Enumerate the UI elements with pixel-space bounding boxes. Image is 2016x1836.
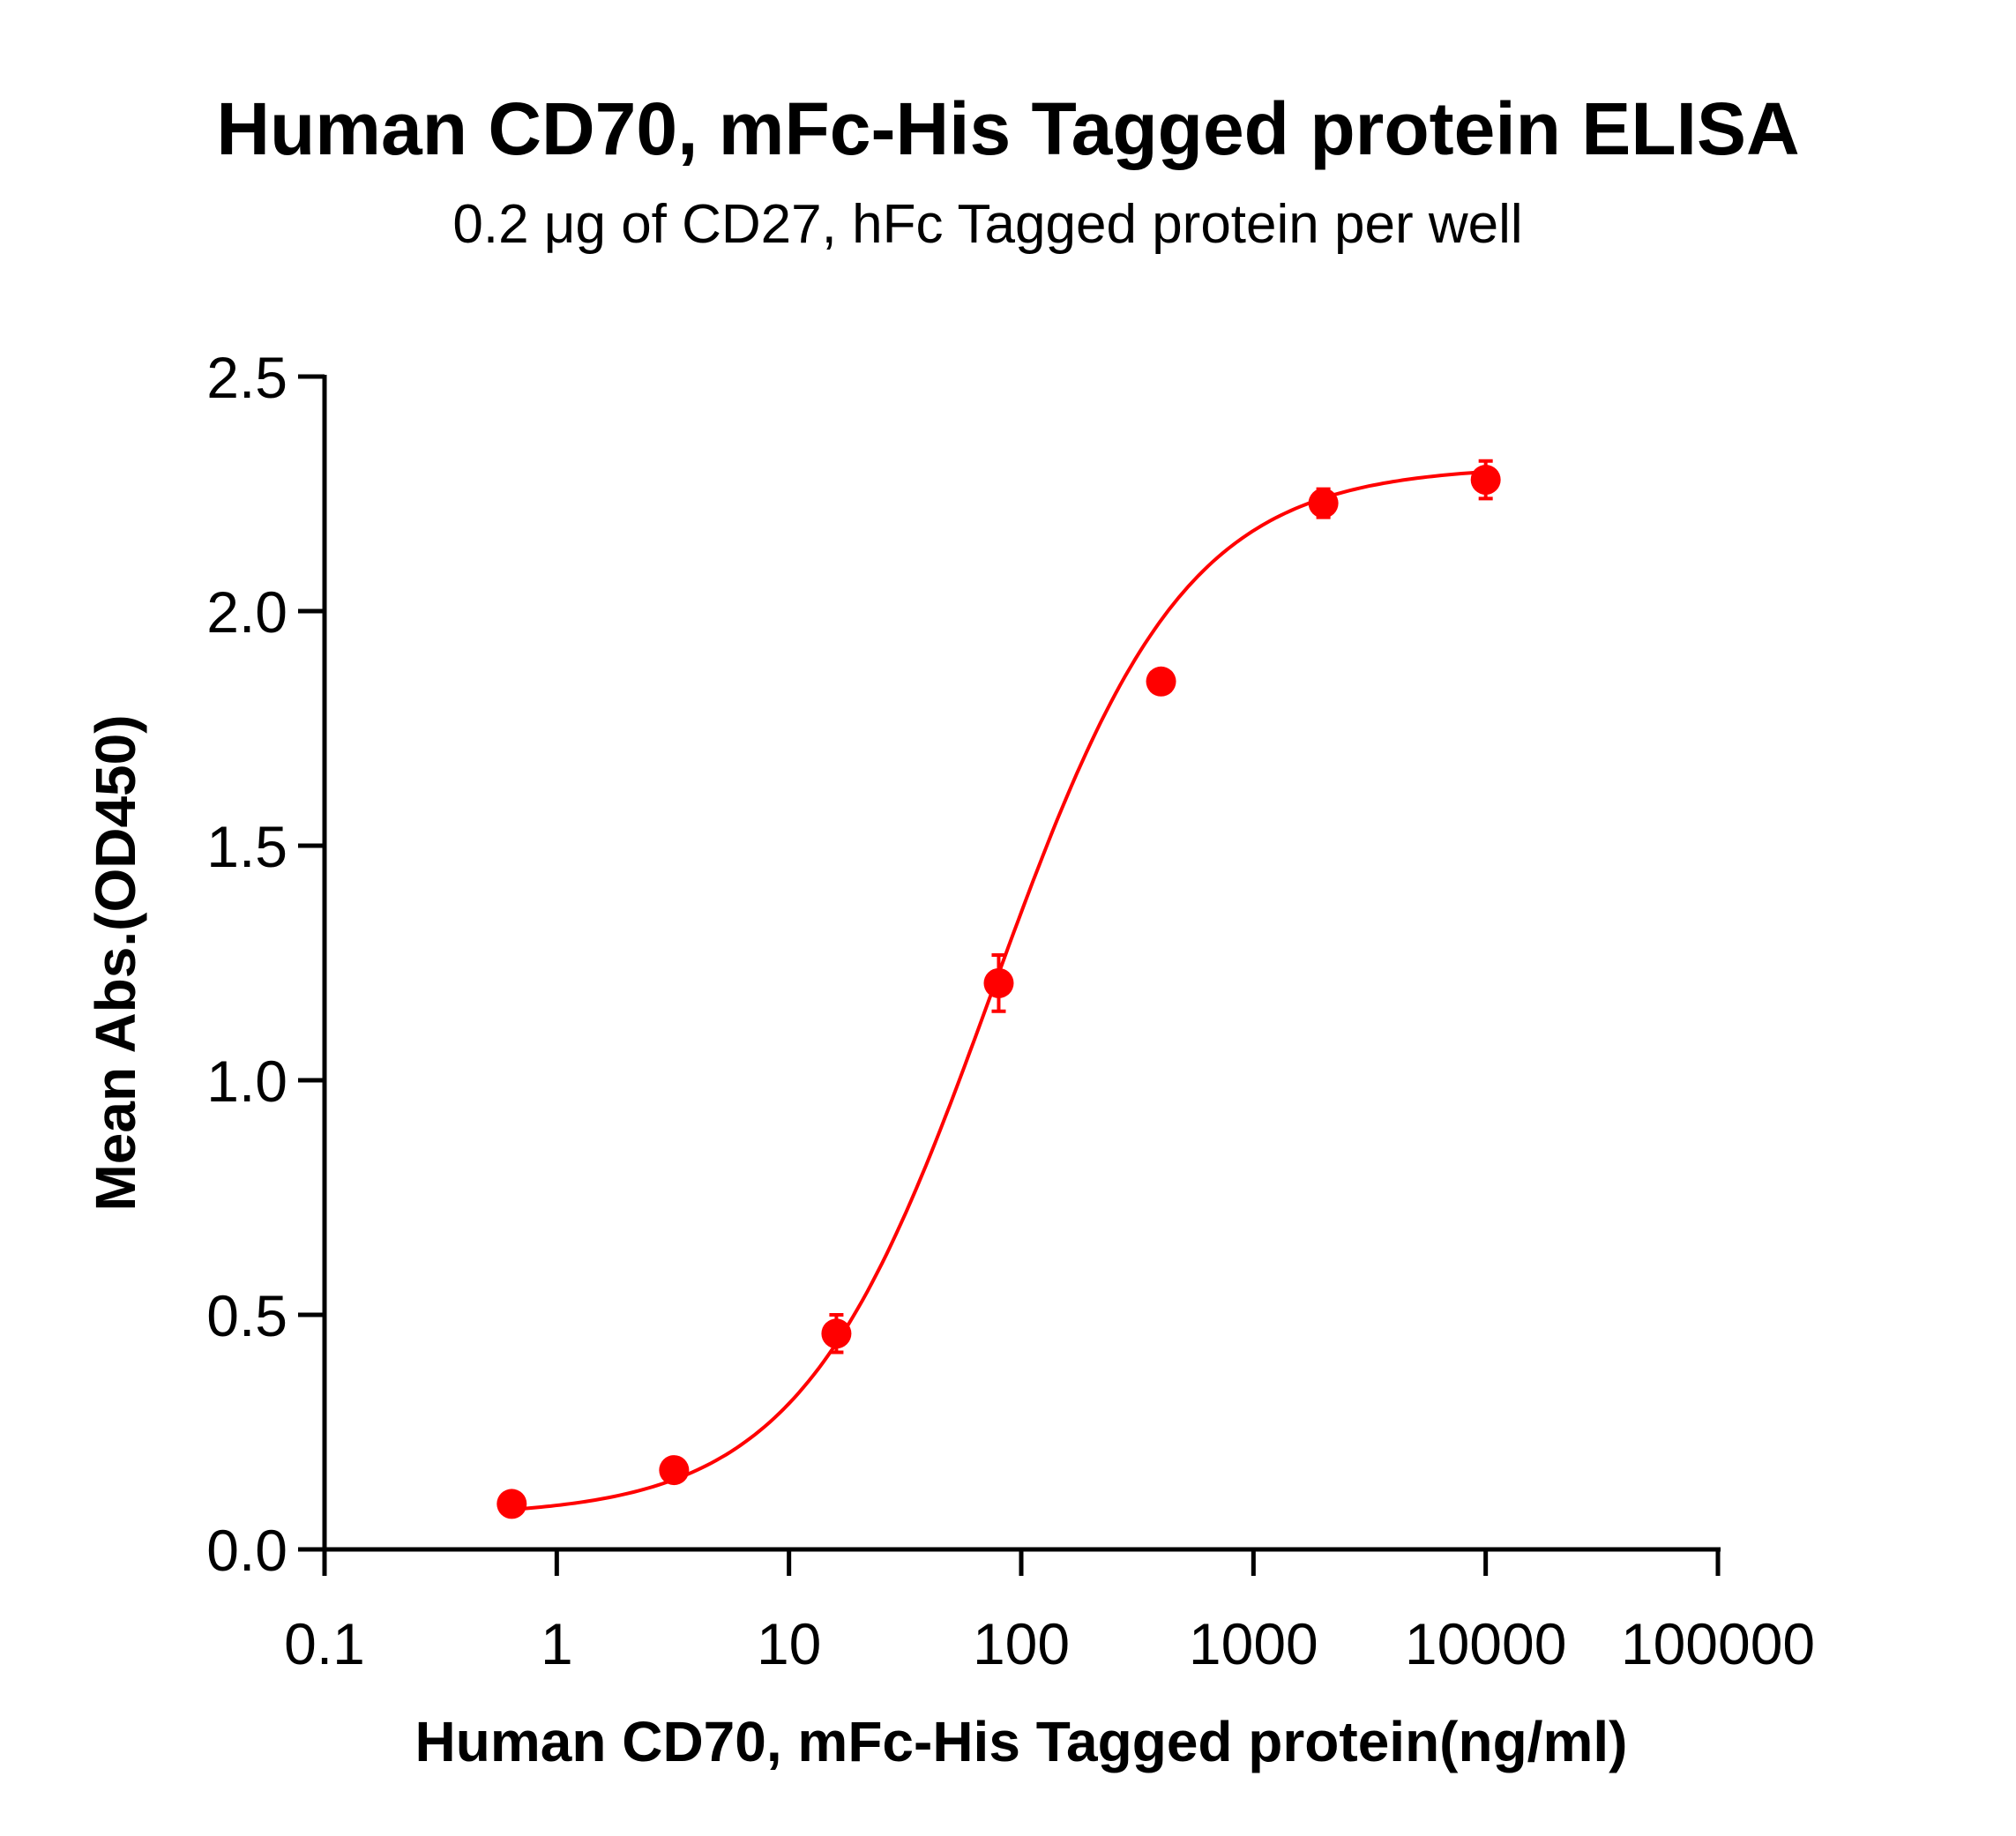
point-marker bbox=[821, 1318, 852, 1349]
point-marker bbox=[1146, 666, 1176, 697]
data-point bbox=[1146, 666, 1176, 697]
data-point bbox=[1308, 487, 1339, 519]
x-tick-label: 0.1 bbox=[284, 1611, 365, 1676]
y-tick-label: 2.0 bbox=[206, 579, 287, 645]
y-tick-label: 0.5 bbox=[206, 1283, 287, 1348]
data-points bbox=[497, 459, 1501, 1519]
data-point bbox=[497, 1489, 527, 1519]
axes bbox=[298, 374, 1721, 1576]
point-marker bbox=[983, 967, 1014, 998]
y-tick-label: 2.5 bbox=[206, 345, 287, 410]
point-marker bbox=[497, 1489, 527, 1519]
x-tick-label: 100000 bbox=[1621, 1611, 1815, 1676]
point-marker bbox=[1308, 488, 1339, 519]
x-tick-label: 1000 bbox=[1189, 1611, 1318, 1676]
data-point bbox=[659, 1455, 690, 1486]
data-point bbox=[1470, 459, 1501, 501]
chart-subtitle: 0.2 μg of CD27, hFc Tagged protein per w… bbox=[452, 194, 1522, 255]
point-marker bbox=[659, 1455, 690, 1486]
x-axis-label: Human CD70, mFc-His Tagged protein(ng/ml… bbox=[415, 1710, 1628, 1773]
data-point bbox=[821, 1313, 852, 1355]
tick-labels: 0.0 0.5 1.0 1.5 2.0 2.5 0.1 1 10 100 1000 10000 1000… bbox=[206, 345, 1815, 1676]
data-point bbox=[983, 952, 1014, 1013]
point-marker bbox=[1470, 465, 1501, 496]
y-tick-label: 1.0 bbox=[206, 1049, 287, 1114]
y-axis-label: Mean Abs.(OD450) bbox=[84, 714, 147, 1211]
x-tick-label: 10000 bbox=[1405, 1611, 1567, 1676]
x-tick-label: 1 bbox=[541, 1611, 573, 1676]
x-tick-label: 10 bbox=[757, 1611, 821, 1676]
chart-title: Human CD70, mFc-His Tagged protein ELISA bbox=[216, 87, 1799, 170]
y-tick-label: 0.0 bbox=[206, 1518, 287, 1583]
x-tick-label: 100 bbox=[973, 1611, 1070, 1676]
y-tick-label: 1.5 bbox=[206, 814, 287, 879]
